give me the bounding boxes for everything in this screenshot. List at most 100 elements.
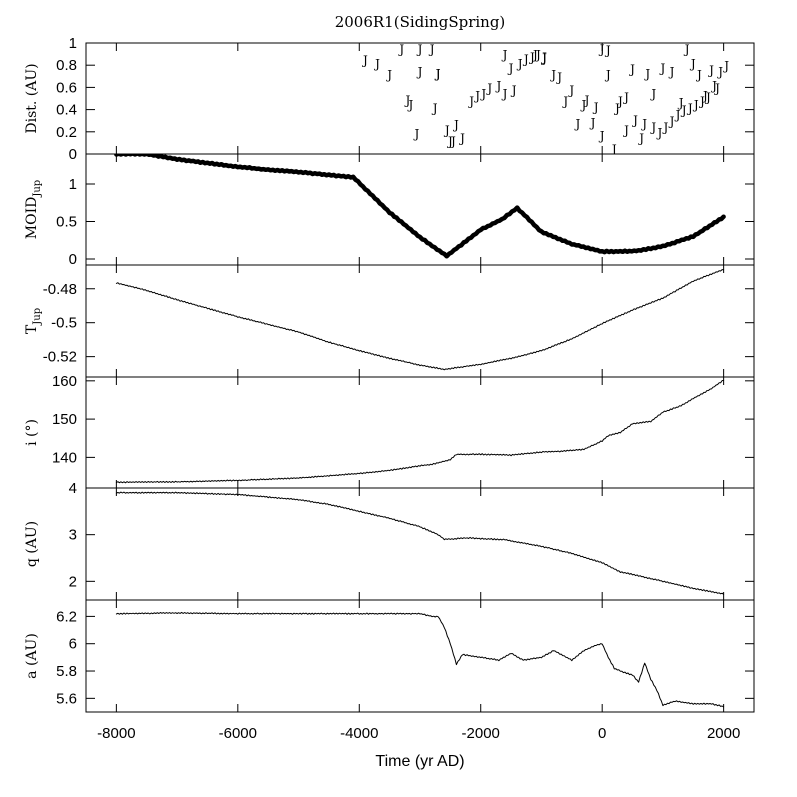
y-tick-label: 0 <box>69 146 77 163</box>
y-tick-label: 0.2 <box>56 124 77 141</box>
data-marker: J <box>495 79 502 93</box>
data-marker: J <box>573 117 580 131</box>
panel-a: 5.6 5.8 6 6.2 a (AU) <box>24 599 755 713</box>
data-marker: J <box>540 51 547 65</box>
x-tick-label: 0 <box>598 725 606 742</box>
data-marker: J <box>567 84 574 98</box>
data-marker: J <box>680 104 687 118</box>
x-tick-label: 2000 <box>707 725 740 742</box>
data-marker: J <box>406 98 413 112</box>
data-marker: J <box>692 98 699 112</box>
y-tick-label: 140 <box>52 449 77 466</box>
data-marker: J <box>701 89 708 103</box>
y-tick-label: 6 <box>69 636 77 653</box>
y-axis-label-main: MOID <box>24 197 40 240</box>
data-marker: J <box>452 118 459 132</box>
data-marker: J <box>434 67 441 81</box>
data-marker: J <box>501 48 508 62</box>
panel-frame <box>85 264 755 378</box>
series-line <box>114 154 726 259</box>
data-marker: J <box>604 44 611 58</box>
y-axis-label: MOIDJup <box>24 180 43 239</box>
y-tick-label: 150 <box>52 411 77 428</box>
data-marker: J <box>704 90 711 104</box>
panel-frame <box>85 487 755 601</box>
data-marker: J <box>695 68 702 82</box>
y-tick-label: 5.8 <box>56 663 77 680</box>
data-marker: J <box>610 142 617 156</box>
y-tick-label: 0.8 <box>56 57 77 74</box>
y-axis-label-main: i (°) <box>24 419 40 446</box>
data-marker: J <box>649 120 656 134</box>
panel-frame <box>85 599 755 713</box>
data-marker: J <box>659 61 666 75</box>
y-tick-label: 0 <box>69 251 77 268</box>
data-marker: J <box>655 126 662 140</box>
data-marker: J <box>640 117 647 131</box>
y-tick-label: -0.48 <box>43 281 77 298</box>
data-marker: J <box>507 61 514 75</box>
data-marker: J <box>677 96 684 110</box>
data-marker: J <box>604 68 611 82</box>
y-tick-label: 4 <box>69 480 77 497</box>
data-marker: J <box>428 43 435 57</box>
data-marker: J <box>622 90 629 104</box>
x-tick-label: -8000 <box>97 725 135 742</box>
data-marker: J <box>413 127 420 141</box>
data-marker: J <box>531 48 538 62</box>
data-marker: J <box>674 108 681 122</box>
data-marker: J <box>446 135 453 149</box>
data-marker: J <box>689 57 696 71</box>
y-tick-label: 2 <box>69 573 77 590</box>
y-tick-label: 1 <box>69 176 77 193</box>
data-marker: J <box>528 50 535 64</box>
y-axis-label-main: T <box>24 324 40 334</box>
data-marker: J <box>540 50 547 64</box>
panel-q: 2 3 4 q (AU) <box>24 480 755 601</box>
data-marker: J <box>479 87 486 101</box>
data-marker: J <box>385 68 392 82</box>
series-line <box>115 269 725 371</box>
data-marker: J <box>361 54 368 68</box>
data-marker: J <box>598 129 605 143</box>
x-tick-label: -4000 <box>340 725 378 742</box>
y-axis-label: a (AU) <box>24 633 40 679</box>
data-marker: J <box>583 94 590 108</box>
data-marker: J <box>501 87 508 101</box>
y-axis-label: i (°) <box>24 419 40 446</box>
panel-moid: 0 0.5 1 MOIDJup <box>24 153 755 268</box>
data-marker: J <box>416 43 423 57</box>
x-axis-label: Time (yr AD) <box>375 753 464 770</box>
data-marker: J <box>683 43 690 57</box>
y-tick-label: 1 <box>69 35 77 52</box>
y-tick-label: 0.4 <box>56 102 77 119</box>
data-marker: J <box>631 114 638 128</box>
data-marker: J <box>598 43 605 57</box>
data-marker: J <box>449 135 456 149</box>
y-tick-label: 3 <box>69 527 77 544</box>
y-axis-label-main: a (AU) <box>24 633 40 679</box>
data-marker: J <box>668 65 675 79</box>
data-marker: J <box>637 131 644 145</box>
y-tick-label: 0.6 <box>56 79 77 96</box>
y-tick-label: 6.2 <box>56 608 77 625</box>
y-axis-label-main: q (AU) <box>24 521 40 567</box>
data-marker: J <box>434 67 441 81</box>
x-tick-label: -2000 <box>462 725 500 742</box>
y-axis-label-sub: Jup <box>32 308 43 326</box>
data-marker: J <box>485 81 492 95</box>
data-marker: J <box>467 95 474 109</box>
x-axis: -8000 -6000 -4000 -2000 0 2000 <box>97 725 740 742</box>
data-marker: J <box>628 63 635 77</box>
data-marker: J <box>616 95 623 109</box>
data-marker: J <box>561 95 568 109</box>
data-marker: J <box>713 81 720 95</box>
data-marker: J <box>403 94 410 108</box>
data-marker: J <box>443 124 450 138</box>
data-marker: J <box>589 116 596 130</box>
y-axis-label: Dist. (AU) <box>24 63 40 133</box>
